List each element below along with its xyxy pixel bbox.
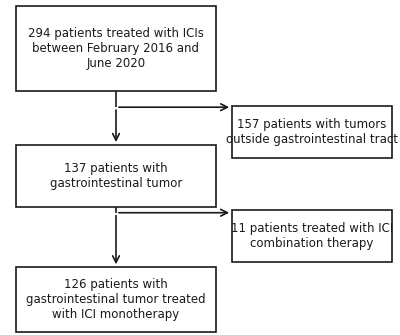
Bar <box>232 210 392 262</box>
Bar <box>16 145 216 207</box>
Text: 294 patients treated with ICIs
between February 2016 and
June 2020: 294 patients treated with ICIs between F… <box>28 27 204 70</box>
Bar <box>16 267 216 332</box>
Text: 126 patients with
gastrointestinal tumor treated
with ICI monotherapy: 126 patients with gastrointestinal tumor… <box>26 278 206 321</box>
Bar <box>16 6 216 91</box>
Text: 157 patients with tumors
outside gastrointestinal tract: 157 patients with tumors outside gastroi… <box>226 118 398 146</box>
Bar <box>232 107 392 158</box>
Text: 137 patients with
gastrointestinal tumor: 137 patients with gastrointestinal tumor <box>50 162 182 190</box>
Text: 11 patients treated with ICI
combination therapy: 11 patients treated with ICI combination… <box>231 222 393 250</box>
